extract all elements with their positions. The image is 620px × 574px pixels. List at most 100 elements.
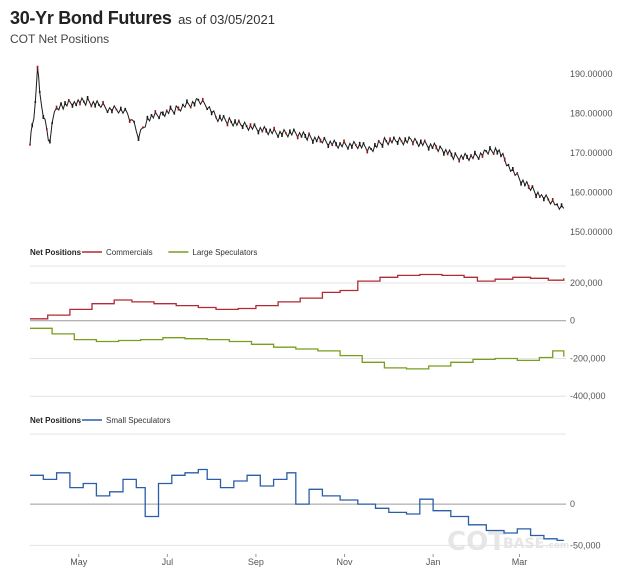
price-candle bbox=[128, 118, 131, 123]
price-candle bbox=[146, 115, 149, 120]
price-candle bbox=[234, 119, 236, 124]
price-candle bbox=[177, 106, 180, 111]
price-candle bbox=[106, 111, 109, 114]
legend-label: Small Speculators bbox=[106, 416, 170, 425]
x-tick-label: Sep bbox=[248, 557, 264, 567]
x-tick-label: Nov bbox=[337, 557, 354, 567]
price-candle bbox=[485, 150, 488, 153]
price-candle bbox=[477, 157, 480, 160]
price-candle bbox=[503, 157, 506, 162]
price-candle bbox=[257, 130, 260, 135]
price-candle bbox=[193, 102, 196, 107]
legend-title: Net Positions bbox=[30, 248, 82, 257]
price-candle bbox=[507, 163, 510, 166]
price-candle bbox=[527, 184, 530, 189]
price-candle bbox=[389, 137, 391, 142]
price-candle bbox=[492, 152, 495, 155]
price-candle bbox=[560, 203, 563, 208]
price-candle bbox=[512, 166, 514, 171]
price-candle bbox=[556, 203, 558, 206]
price-candle bbox=[29, 143, 31, 146]
price-candle bbox=[412, 141, 414, 146]
price-candle bbox=[67, 98, 70, 101]
price-candle bbox=[355, 144, 357, 147]
price-candle bbox=[408, 136, 410, 139]
price-candle bbox=[423, 139, 426, 142]
price-candle bbox=[370, 148, 372, 151]
price-candle bbox=[111, 109, 113, 114]
price-candle bbox=[165, 109, 168, 112]
price-candle bbox=[115, 108, 118, 111]
price-candle bbox=[446, 153, 449, 156]
price-candle bbox=[358, 141, 361, 146]
price-candle bbox=[265, 128, 268, 133]
price-candle bbox=[319, 138, 322, 143]
price-candle bbox=[443, 151, 445, 156]
cotbase-watermark: COT BASE .com bbox=[447, 527, 569, 557]
price-candle bbox=[49, 139, 51, 144]
price-candle bbox=[489, 146, 491, 151]
x-tick-label: Jul bbox=[162, 557, 174, 567]
watermark-suffix: BASE bbox=[503, 536, 544, 552]
price-candle bbox=[94, 103, 96, 108]
price-candle bbox=[439, 145, 441, 148]
price-candle bbox=[400, 140, 403, 143]
price-candle bbox=[420, 139, 422, 144]
price-candle bbox=[215, 116, 217, 119]
price-candle bbox=[524, 184, 526, 187]
legend-title: Net Positions bbox=[30, 416, 82, 425]
price-candle bbox=[60, 102, 62, 105]
price-candle bbox=[154, 110, 157, 115]
price-candle bbox=[435, 145, 438, 150]
price-candle bbox=[377, 139, 380, 142]
price-candle bbox=[182, 103, 184, 106]
price-candle bbox=[381, 143, 384, 148]
price-candle bbox=[82, 100, 85, 103]
price-candle bbox=[535, 194, 537, 199]
y-tick-label: -400,000 bbox=[570, 391, 606, 401]
price-candle bbox=[201, 97, 204, 102]
watermark-brand: COT bbox=[447, 527, 506, 557]
price-candle bbox=[300, 135, 303, 138]
price-candle bbox=[396, 140, 399, 145]
page-title: 30-Yr Bond Futures bbox=[10, 8, 172, 28]
price-candle bbox=[189, 106, 192, 109]
price-candle bbox=[347, 147, 349, 150]
price-candle bbox=[64, 101, 66, 106]
page-subtitle: COT Net Positions bbox=[10, 32, 110, 46]
price-candle bbox=[458, 158, 460, 163]
y-tick-label: 170.00000 bbox=[570, 148, 613, 158]
price-candle bbox=[462, 157, 464, 160]
y-tick-label: 150.00000 bbox=[570, 227, 613, 237]
price-candle bbox=[474, 150, 476, 155]
price-candle bbox=[516, 172, 519, 175]
price-candle bbox=[543, 197, 545, 202]
price-panel: 190.00000 180.00000 170.00000 160.00000 150.… bbox=[29, 65, 613, 237]
price-candle bbox=[245, 125, 248, 128]
price-candle bbox=[51, 122, 53, 125]
price-candle bbox=[470, 154, 472, 157]
price-candle bbox=[351, 144, 353, 149]
price-candle bbox=[269, 128, 271, 131]
price-candle bbox=[169, 105, 172, 110]
price-candle bbox=[90, 105, 93, 108]
price-candle bbox=[102, 100, 104, 105]
price-candle bbox=[285, 132, 287, 135]
price-candle bbox=[120, 106, 122, 111]
price-candle bbox=[335, 142, 337, 147]
price-candle bbox=[500, 155, 502, 158]
price-candle bbox=[362, 142, 365, 145]
price-candle bbox=[289, 129, 291, 134]
price-candle bbox=[124, 107, 127, 110]
price-candle bbox=[466, 154, 468, 159]
y-tick-label: 160.00000 bbox=[570, 188, 613, 198]
y-tick-label: -200,000 bbox=[570, 353, 606, 363]
price-candle bbox=[42, 114, 45, 119]
price-candle bbox=[162, 111, 164, 116]
price-candle bbox=[304, 134, 307, 139]
price-candle bbox=[551, 197, 554, 202]
y-tick-label: 190.00000 bbox=[570, 69, 613, 79]
price-candle bbox=[197, 98, 200, 101]
price-candle bbox=[327, 143, 330, 148]
large-traders-panel: Net Positions Commercials Large Speculator… bbox=[30, 248, 606, 401]
